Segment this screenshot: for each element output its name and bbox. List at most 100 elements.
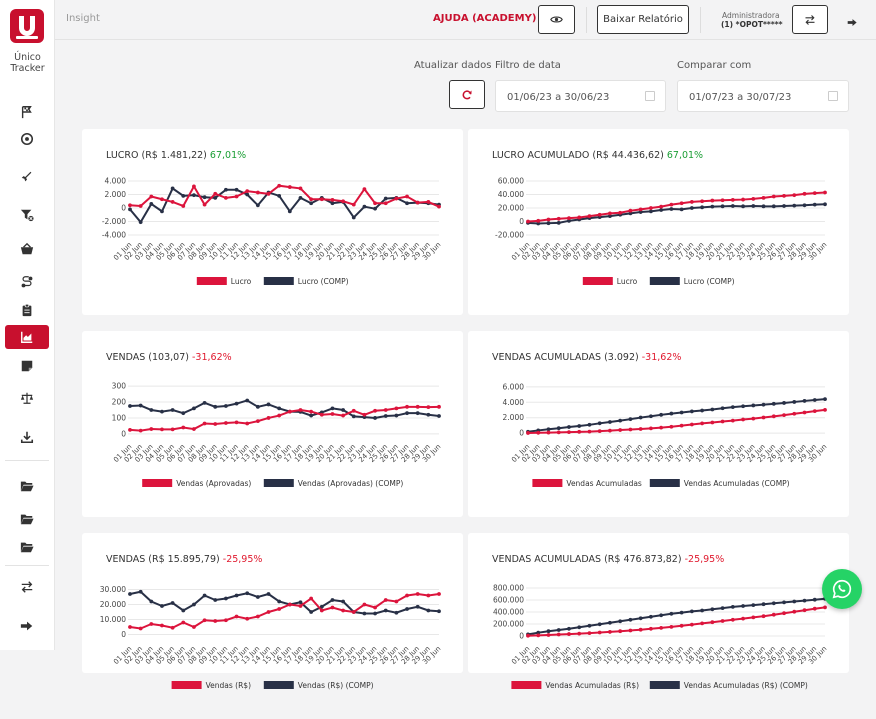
data-point [577,424,582,428]
data-point [782,204,786,208]
data-point [710,198,715,203]
nav-folder-2[interactable] [5,507,49,531]
nav-funnel[interactable] [5,203,49,227]
compare-range-input[interactable]: 01/07/23 a 30/07/23 [677,80,849,112]
nav-folder-3[interactable] [5,535,49,559]
data-point [223,596,228,601]
data-point [277,193,282,198]
data-point [761,415,766,420]
nav-products[interactable] [5,237,49,261]
card-title: LUCRO (R$ 1.481,22) 67,01% [106,150,246,161]
data-point [149,408,154,412]
data-point [751,603,756,607]
data-point [556,426,561,431]
download-report-button[interactable]: Baixar Relatório [597,5,689,34]
y-tick-label: 2.000 [105,190,127,199]
data-point [782,611,786,616]
data-point [223,404,228,408]
data-point [277,599,282,604]
nav-journey[interactable] [5,270,49,294]
nav-notes[interactable] [5,354,49,378]
legend-label: Lucro (COMP) [298,277,349,286]
legend-label: Vendas (Aprovadas) (COMP) [298,479,404,488]
data-point [730,405,735,410]
help-academy-link[interactable]: AJUDA (ACADEMY) [433,13,537,24]
data-point [618,619,623,624]
data-point [700,421,705,426]
data-point [138,626,143,631]
data-point [202,618,207,623]
data-point [556,216,561,221]
data-point [202,195,207,200]
data-point [170,601,175,605]
data-point [213,619,218,623]
y-tick-label: 200 [112,398,127,407]
data-point [741,417,745,422]
legend-label: Lucro (COMP) [684,277,735,286]
nav-goals[interactable] [5,100,49,124]
data-point [277,607,282,611]
rocket-icon [21,171,32,182]
data-point [638,210,643,214]
basket-icon [20,242,34,255]
data-point [659,425,664,430]
exchange-icon [805,14,815,25]
data-point [160,409,164,414]
nav-targets[interactable] [5,127,49,151]
data-point [802,608,807,613]
nav-insight[interactable] [5,325,49,349]
y-tick-label: 0 [121,630,126,639]
data-point [319,412,324,417]
data-point [160,623,164,628]
data-point [546,427,551,432]
data-point [362,204,367,209]
legend-label: Vendas (R$) [206,681,251,690]
data-point [405,194,409,199]
nav-export[interactable] [5,425,49,449]
switch-account-button[interactable] [792,5,828,34]
whatsapp-button[interactable] [822,569,862,609]
y-tick-label: 0 [121,429,126,438]
data-point [373,201,377,206]
data-point [213,191,218,196]
data-point [362,602,367,607]
toggle-visibility-button[interactable] [538,5,575,34]
data-point [394,413,399,418]
nav-balance[interactable] [5,386,49,410]
nav-logout[interactable] [5,614,49,638]
chart-card-sales: VENDAS (103,07) -31,62% 300 200 100 0 01 Jun… [82,331,463,517]
date-range-input[interactable]: 01/06/23 a 30/06/23 [495,80,666,112]
data-point [426,405,431,410]
data-point [577,215,582,220]
sidebar: Único Tracker [0,0,55,650]
data-point [277,406,282,411]
data-point [648,614,653,619]
data-point [771,601,776,606]
nav-reports[interactable] [5,298,49,322]
brand-logo[interactable] [10,9,44,43]
logout-button[interactable] [847,13,858,32]
data-point [812,191,817,196]
data-point [567,632,571,636]
refresh-button[interactable] [449,80,485,109]
nav-folder-1[interactable] [5,474,49,498]
data-point [223,618,228,623]
card-title-text: VENDAS (R$ 15.895,79) [106,554,220,565]
data-point [415,604,420,609]
nav-launch[interactable] [5,165,49,189]
data-point [587,422,592,427]
user-info: Administradora (1) *OPOT***** [721,11,783,29]
data-point [782,193,786,198]
folder-icon [20,514,34,525]
data-point [192,184,196,189]
data-point [426,608,431,613]
data-point [597,421,602,426]
data-point [526,219,530,224]
data-point [638,427,643,431]
y-tick-label: 40.000 [498,190,524,199]
nav-switch[interactable] [5,575,49,599]
card-title: LUCRO ACUMULADO (R$ 44.436,62) 67,01% [492,150,703,161]
y-tick-label: 0 [519,632,524,641]
data-point [138,589,143,594]
